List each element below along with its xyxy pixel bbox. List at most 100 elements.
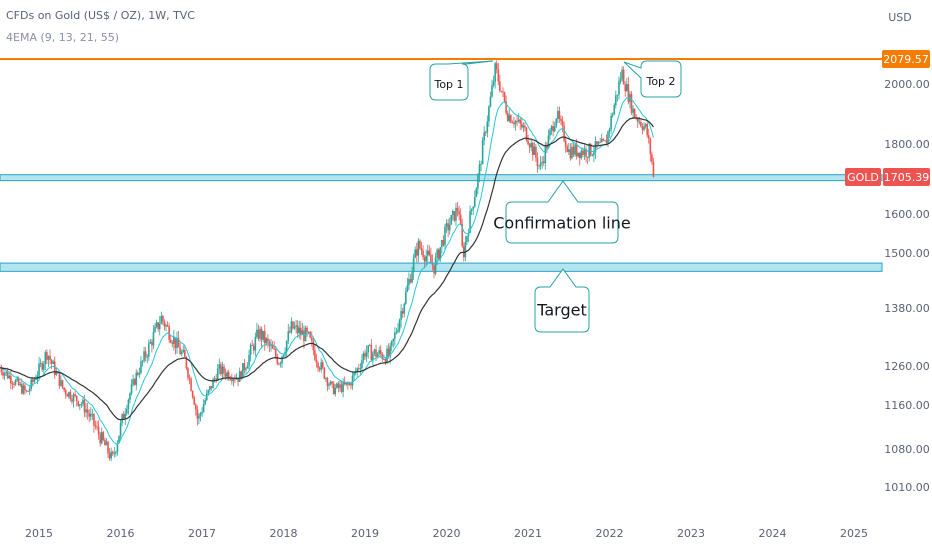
candle-body <box>122 414 125 419</box>
candle-body <box>365 352 368 357</box>
candle-body <box>544 145 547 164</box>
candle-body <box>298 327 301 334</box>
candle-body <box>174 337 177 349</box>
candle-body <box>389 346 391 357</box>
candle-body <box>376 354 379 357</box>
candle-body <box>158 323 161 330</box>
candle-body <box>428 250 431 255</box>
candle-body <box>256 329 258 337</box>
candle-body <box>14 380 17 385</box>
candle-body <box>497 69 500 82</box>
candle-body <box>332 383 335 395</box>
candle-body <box>574 144 576 155</box>
x-tick-label: 2016 <box>107 527 135 540</box>
candle-body <box>224 373 227 377</box>
candle-body <box>168 326 170 340</box>
candle-body <box>473 197 476 207</box>
candle-body <box>22 385 25 394</box>
candle-body <box>234 378 236 380</box>
candle-body <box>480 164 482 166</box>
candle-body <box>644 124 647 127</box>
candle-body <box>127 399 130 409</box>
candle-body <box>511 122 514 124</box>
candle-body <box>187 368 189 378</box>
candle-body <box>116 443 119 452</box>
candle-body <box>445 223 448 227</box>
candle-body <box>248 354 250 366</box>
candle-body <box>506 113 509 121</box>
candle-body <box>50 359 53 364</box>
last-price-label: 1705.39 <box>884 171 930 184</box>
candle-body <box>119 423 122 436</box>
candle-body <box>61 380 64 388</box>
candle-body <box>472 206 475 210</box>
candle-body <box>281 356 283 364</box>
candle-body <box>144 351 147 358</box>
candle-body <box>647 135 650 139</box>
time-axis[interactable]: 2015 2016 2017 2018 2019 2020 2021 2022 2023 2024… <box>25 527 868 540</box>
candle-body <box>198 415 200 419</box>
candle-body <box>2 372 4 376</box>
candle-body <box>202 404 205 412</box>
candle-body <box>301 330 304 335</box>
candle-body <box>28 388 31 392</box>
candle-body <box>572 146 575 155</box>
candle-body <box>10 375 12 384</box>
candle-body <box>651 154 653 163</box>
candle-body <box>44 352 47 364</box>
candle-body <box>616 94 619 96</box>
y-tick-label: 1080.00 <box>884 443 930 456</box>
candle-body <box>77 401 80 406</box>
candle-body <box>231 379 233 382</box>
candle-body <box>514 121 517 125</box>
candle-body <box>531 142 534 155</box>
candle-body <box>452 211 454 216</box>
candle-body <box>213 378 216 380</box>
candle-body <box>328 384 330 386</box>
candle-body <box>433 264 435 274</box>
candle-body <box>240 371 243 379</box>
candle-body <box>378 350 380 355</box>
candle-body <box>33 379 36 382</box>
candle-body <box>31 379 34 382</box>
candle-body <box>419 240 421 249</box>
candle-body <box>320 362 322 370</box>
candle-body <box>431 261 434 265</box>
callout-confirmation: Confirmation line <box>493 180 631 244</box>
candle-body <box>38 363 40 376</box>
candle-body <box>524 125 526 128</box>
candle-body <box>105 441 108 446</box>
candle-body <box>552 126 554 132</box>
candle-body <box>375 349 377 357</box>
candle-body <box>232 378 235 382</box>
candle-body <box>500 90 503 92</box>
candle-body <box>594 141 597 153</box>
candle-body <box>96 426 98 428</box>
candle-body <box>39 363 42 365</box>
callout-top2: Top 2 <box>623 60 682 98</box>
candle-body <box>185 356 188 369</box>
candle-body <box>270 345 272 347</box>
candle-body <box>53 361 56 375</box>
candle-body <box>252 345 255 351</box>
candle-body <box>450 215 453 225</box>
candle-body <box>141 360 144 362</box>
candle-body <box>542 161 545 164</box>
candle-body <box>610 115 612 129</box>
last-price-badge: 1705.39 <box>883 168 930 186</box>
candle-body <box>143 351 145 361</box>
candlesticks <box>0 60 655 462</box>
candle-body <box>546 145 548 149</box>
candle-body <box>314 350 316 360</box>
price-axis[interactable]: USD 2000.00 1800.00 1600.00 1500.00 1380.00 1… <box>884 11 930 494</box>
y-tick-label: 1010.00 <box>884 481 930 494</box>
candle-body <box>334 387 337 395</box>
candle-body <box>263 330 266 344</box>
candle-body <box>495 63 498 70</box>
candle-body <box>229 378 232 380</box>
candle-body <box>630 93 633 113</box>
candle-body <box>442 239 445 246</box>
candle-body <box>321 362 324 368</box>
candle-body <box>199 413 202 416</box>
